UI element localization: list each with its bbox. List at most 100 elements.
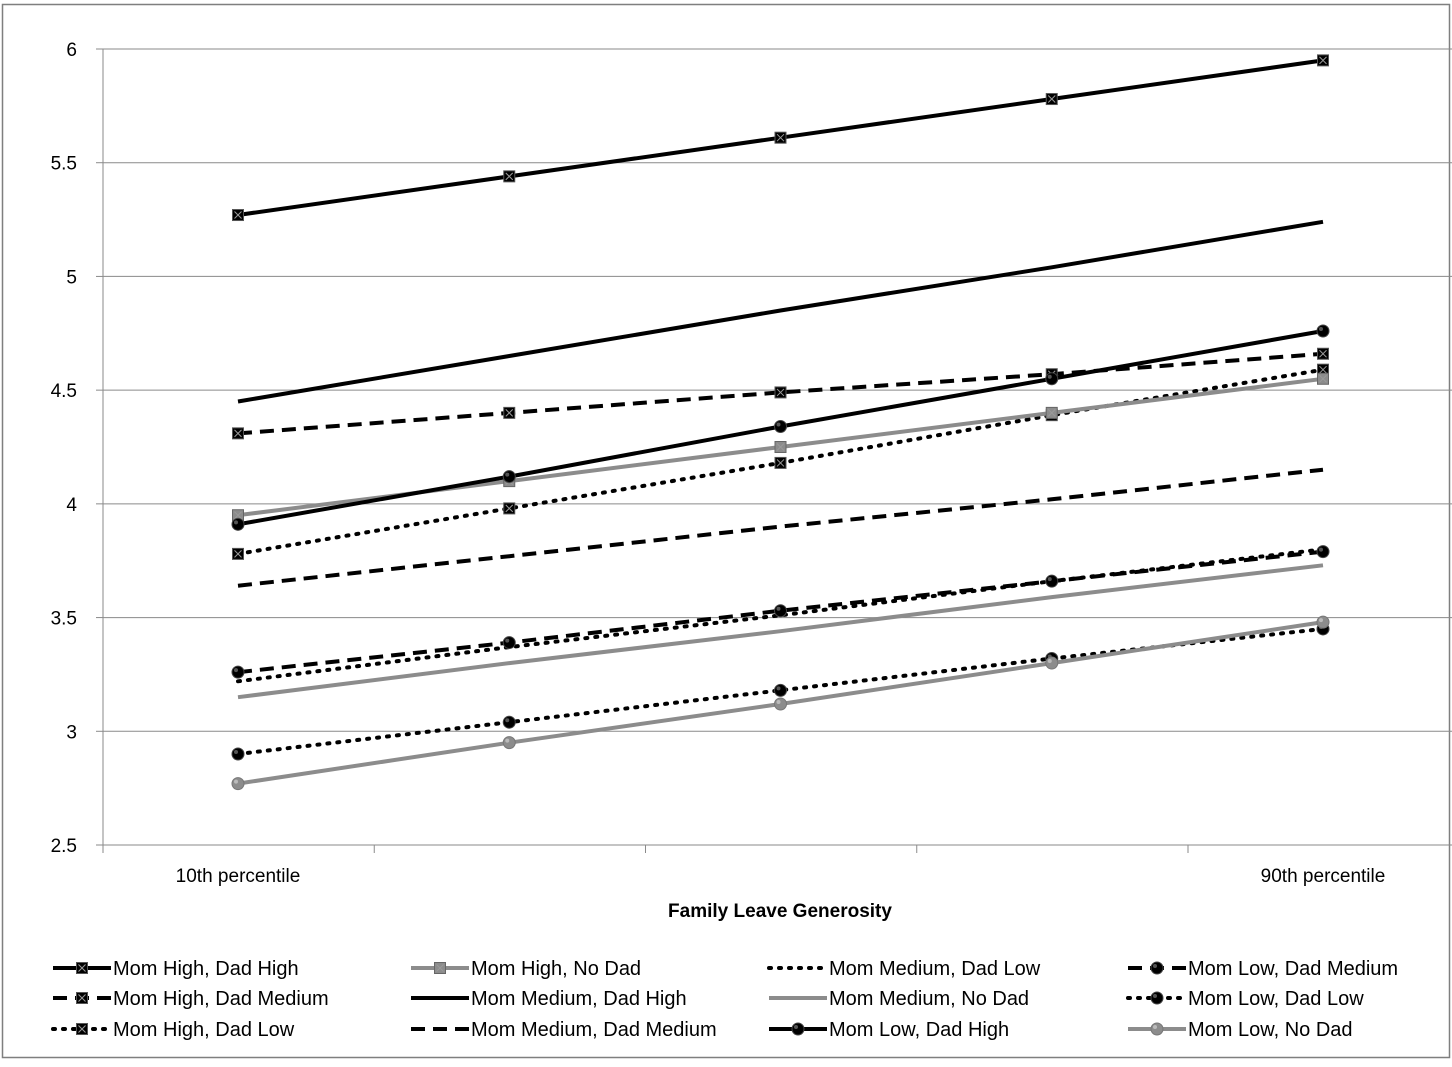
data-point-marker xyxy=(1045,574,1059,588)
data-point-marker xyxy=(776,443,785,451)
data-point-marker xyxy=(78,1025,86,1033)
series-line xyxy=(237,219,1324,404)
legend-label: Mom Medium, Dad Medium xyxy=(471,1019,717,1041)
series-line xyxy=(237,549,1324,675)
data-point-marker xyxy=(774,420,787,434)
series-group xyxy=(237,563,1324,700)
data-point-marker xyxy=(231,747,245,761)
legend-label: Mom High, No Dad xyxy=(471,958,641,980)
legend-label: Mom Low, Dad Low xyxy=(1188,988,1364,1010)
data-point-marker xyxy=(776,606,781,611)
data-point-marker xyxy=(231,665,245,679)
legend-label: Mom High, Dad High xyxy=(113,958,299,980)
y-tick-label: 5.5 xyxy=(51,154,77,175)
data-point-marker xyxy=(776,133,785,142)
series-line xyxy=(237,467,1324,588)
data-point-marker xyxy=(234,750,238,755)
legend-item: Mom High, Dad Medium xyxy=(53,988,329,1010)
y-tick-label: 5 xyxy=(66,267,77,288)
series-lines xyxy=(231,54,1330,791)
series-group xyxy=(237,467,1324,588)
data-point-marker xyxy=(505,718,510,723)
series-line xyxy=(237,563,1324,700)
legend-label: Mom High, Dad Medium xyxy=(113,988,329,1010)
data-point-marker xyxy=(1153,964,1157,968)
legend-item: Mom High, Dad High xyxy=(53,958,299,980)
legend-item: Mom Medium, Dad High xyxy=(411,988,687,1010)
data-point-marker xyxy=(1047,659,1052,664)
legend-item: Mom Medium, Dad Medium xyxy=(411,1019,717,1041)
data-point-marker xyxy=(502,470,516,484)
legend-item: Mom High, Dad Low xyxy=(51,1019,295,1041)
legend-label: Mom Low, No Dad xyxy=(1188,1019,1353,1041)
data-point-marker xyxy=(1319,56,1327,65)
data-point-marker xyxy=(776,686,781,691)
legend-item: Mom High, No Dad xyxy=(411,958,641,980)
data-point-marker xyxy=(505,172,514,181)
data-point-marker xyxy=(776,459,785,467)
legend-label: Mom Medium, No Dad xyxy=(829,988,1029,1010)
data-point-marker xyxy=(1047,577,1052,582)
x-tick-label: 10th percentile xyxy=(176,866,301,887)
data-point-marker xyxy=(1319,327,1323,332)
data-point-marker xyxy=(231,517,245,531)
data-point-marker xyxy=(774,697,787,711)
data-point-marker xyxy=(1319,365,1327,374)
data-point-marker xyxy=(776,699,781,704)
data-point-marker xyxy=(1047,95,1056,103)
data-point-marker xyxy=(234,511,242,520)
y-tick-label: 2.5 xyxy=(51,836,77,857)
data-point-marker xyxy=(1319,349,1327,358)
data-point-marker xyxy=(774,604,787,618)
data-point-marker xyxy=(776,422,781,427)
data-point-marker xyxy=(502,736,516,750)
data-point-marker xyxy=(502,636,516,650)
data-point-marker xyxy=(234,429,242,438)
legend-label: Mom High, Dad Low xyxy=(113,1019,295,1041)
data-point-marker xyxy=(234,211,242,219)
data-point-marker xyxy=(1316,324,1330,338)
legend-label: Mom Medium, Dad Low xyxy=(829,958,1041,980)
x-axis-title: Family Leave Generosity xyxy=(668,901,892,922)
data-point-marker xyxy=(505,504,514,513)
data-point-marker xyxy=(1047,409,1056,417)
data-point-marker xyxy=(231,777,245,791)
legend-label: Mom Low, Dad Medium xyxy=(1188,958,1398,980)
data-point-marker xyxy=(1316,545,1330,559)
data-point-marker xyxy=(505,738,510,743)
y-tick-label: 3.5 xyxy=(51,609,77,630)
data-point-marker xyxy=(78,994,86,1002)
legend-item: Mom Medium, No Dad xyxy=(769,988,1029,1010)
series-group xyxy=(232,54,1329,222)
data-point-marker xyxy=(78,964,86,972)
y-tick-label: 6 xyxy=(66,40,77,61)
y-tick-label: 3 xyxy=(66,722,77,743)
legend-item: Mom Low, Dad Low xyxy=(1126,988,1364,1010)
data-point-marker xyxy=(774,683,787,697)
data-point-marker xyxy=(505,472,510,477)
data-point-marker xyxy=(1319,374,1327,383)
y-tick-label: 4 xyxy=(66,495,77,516)
data-point-marker xyxy=(1153,994,1157,998)
data-point-marker xyxy=(1153,1025,1157,1029)
series-group xyxy=(231,324,1330,531)
data-point-marker xyxy=(502,715,516,729)
legend-item: Mom Low, Dad High xyxy=(769,1019,1009,1041)
data-point-marker xyxy=(234,668,238,673)
data-point-marker xyxy=(1047,374,1052,379)
tick-labels: 2.5 3 3.5 4 4.5 5 5.5 6 10th percentile 90th perc… xyxy=(51,40,1386,887)
data-point-marker xyxy=(505,638,510,643)
data-point-marker xyxy=(1150,1022,1164,1036)
gridlines xyxy=(103,48,1452,732)
legend-item: Mom Low, No Dad xyxy=(1128,1019,1353,1041)
series-group xyxy=(237,219,1324,404)
axes xyxy=(96,48,1452,853)
data-point-marker xyxy=(776,388,785,397)
data-point-marker xyxy=(505,409,514,417)
series-group xyxy=(231,545,1330,679)
x-tick-label: 90th percentile xyxy=(1261,866,1386,887)
data-point-marker xyxy=(791,1022,805,1036)
y-tick-label: 4.5 xyxy=(51,381,77,402)
